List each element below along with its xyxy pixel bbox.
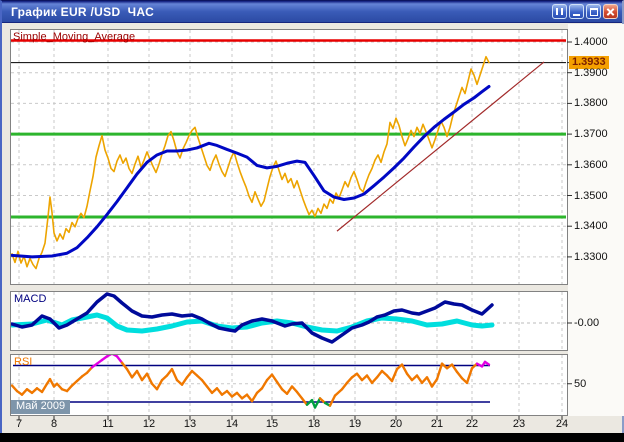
rsi-panel[interactable] (10, 354, 568, 416)
date-axis-label: 14 (225, 418, 239, 430)
close-icon (606, 7, 615, 16)
date-axis-label: 7 (15, 418, 23, 430)
minimize-button[interactable] (569, 4, 584, 19)
bottom-strip (0, 433, 624, 442)
date-axis-label: 20 (389, 418, 403, 430)
window-controls (552, 4, 618, 19)
date-axis-label: 13 (183, 418, 197, 430)
maximize-button[interactable] (586, 4, 601, 19)
date-axis-label: 15 (265, 418, 279, 430)
date-axis-label: 23 (512, 418, 526, 430)
date-axis-label: 24 (555, 418, 569, 430)
pause-button[interactable] (552, 4, 567, 19)
date-axis-label: 18 (307, 418, 321, 430)
rsi-indicator-label: RSI (14, 356, 33, 368)
price-axis-label: 1.3400 (574, 220, 608, 233)
window-titlebar: График EUR /USD ЧАС (2, 1, 622, 23)
price-chart-panel[interactable] (10, 29, 568, 285)
price-axis-label: 1.3500 (574, 189, 608, 202)
date-axis-label: 21 (430, 418, 444, 430)
sma-indicator-label: Simple_Moving_Average (13, 31, 136, 43)
price-axis-label: 1.3900 (574, 66, 608, 79)
chart-window: График EUR /USD ЧАС Simple_Moving_Averag… (0, 0, 624, 433)
date-axis-label: 12 (142, 418, 156, 430)
macd-panel[interactable] (10, 291, 568, 351)
macd-indicator-label: MACD (14, 293, 47, 305)
price-axis-column (568, 24, 624, 416)
macd-axis-label: -0.00 (574, 317, 600, 329)
price-axis-label: 1.3600 (574, 158, 608, 171)
date-axis-label: 8 (50, 418, 58, 430)
date-axis-label: 19 (348, 418, 362, 430)
price-axis-label: 1.3800 (574, 97, 608, 110)
date-axis-label: 22 (465, 418, 479, 430)
date-axis-label: 11 (102, 418, 114, 430)
rsi-axis-label: 50 (574, 377, 587, 390)
minimize-icon (573, 14, 580, 16)
window-title: График EUR /USD ЧАС (11, 5, 155, 19)
pause-icon (556, 8, 563, 15)
maximize-icon (589, 7, 598, 16)
price-axis-label: 1.3700 (574, 128, 608, 141)
price-axis-label: 1.3300 (574, 250, 608, 263)
price-axis-label: 1.4000 (574, 36, 608, 48)
month-badge: Май 2009 (11, 400, 71, 414)
current-price-badge: 1.3933 (569, 55, 609, 69)
close-button[interactable] (603, 4, 618, 19)
